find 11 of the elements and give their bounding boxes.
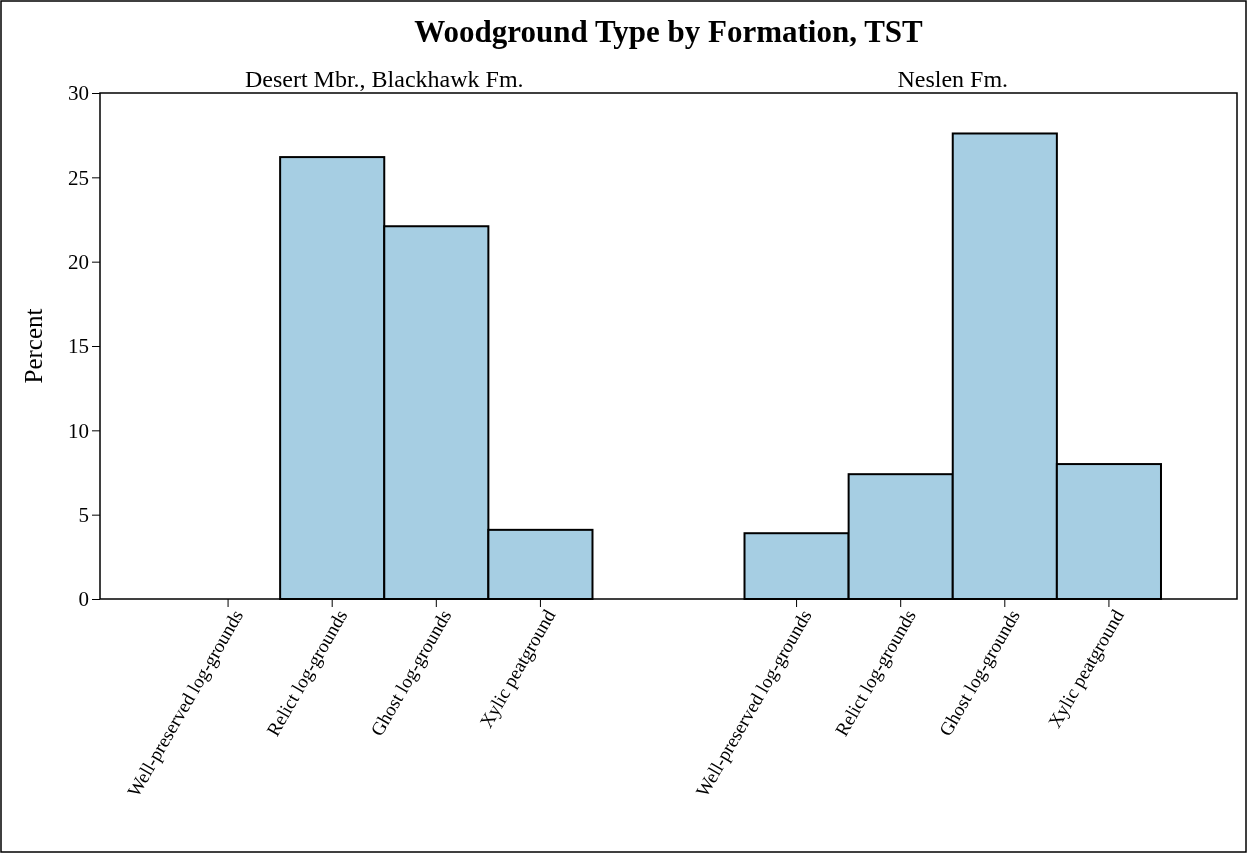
y-tick-label: 30 xyxy=(68,81,89,106)
y-tick-label: 10 xyxy=(68,418,89,443)
chart-subtitle: Neslen Fm. xyxy=(897,66,1009,92)
y-tick-label: 5 xyxy=(78,502,89,527)
text: Woodground Type by Formation, TST xyxy=(414,14,924,49)
chart-subtitle: Desert Mbr., Blackhawk Fm. xyxy=(244,66,524,92)
y-axis-title: Percent xyxy=(20,308,47,384)
y-tick-label: 25 xyxy=(68,165,89,190)
y-tick-label: 0 xyxy=(78,587,89,612)
y-tick-label: 15 xyxy=(68,334,89,359)
y-tick-label: 20 xyxy=(68,249,89,274)
